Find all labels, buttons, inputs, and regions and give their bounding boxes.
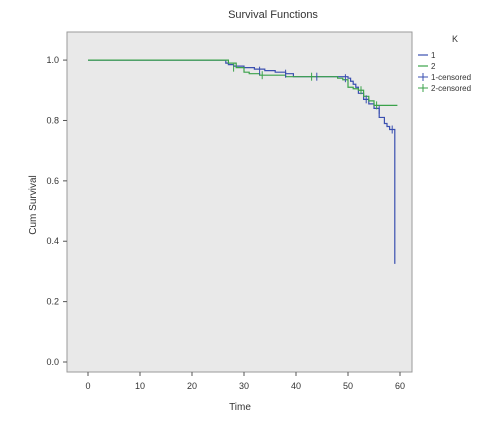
y-axis: 0.0 0.2 0.4 0.6 0.8 1.0 [46,55,67,367]
legend-entry-label: 2-censored [431,84,471,93]
x-axis: 0 10 20 30 40 50 60 [85,372,405,391]
series-line-1 [88,59,396,264]
legend-entry-label: 2 [431,62,436,71]
legend-title: K [452,34,458,44]
x-tick-label: 20 [187,381,197,391]
censor-layer [233,63,393,134]
series-layer [88,59,398,264]
y-tick-label: 0.4 [46,236,59,246]
chart-title: Survival Functions [228,9,318,21]
x-tick-label: 30 [239,381,249,391]
legend-entry-label: 1 [431,51,436,60]
x-tick-label: 0 [85,381,90,391]
legend-entry-label: 1-censored [431,73,471,82]
legend-entries: 1 2 1-censored 2-censored [418,51,471,93]
y-axis-label: Cum Survival [28,175,39,234]
x-tick-label: 50 [343,381,353,391]
y-tick-label: 0.2 [46,297,59,307]
x-axis-label: Time [229,402,251,413]
legend: K 1 2 1-censored 2-censored [418,34,471,93]
y-tick-label: 0.0 [46,357,59,367]
x-tick-label: 60 [395,381,405,391]
x-tick-label: 10 [135,381,145,391]
series-line-2 [88,59,398,106]
plot-area [66,31,413,373]
y-tick-label: 0.8 [46,115,59,125]
y-tick-label: 0.6 [46,176,59,186]
y-tick-label: 1.0 [46,55,59,65]
x-tick-label: 40 [291,381,301,391]
